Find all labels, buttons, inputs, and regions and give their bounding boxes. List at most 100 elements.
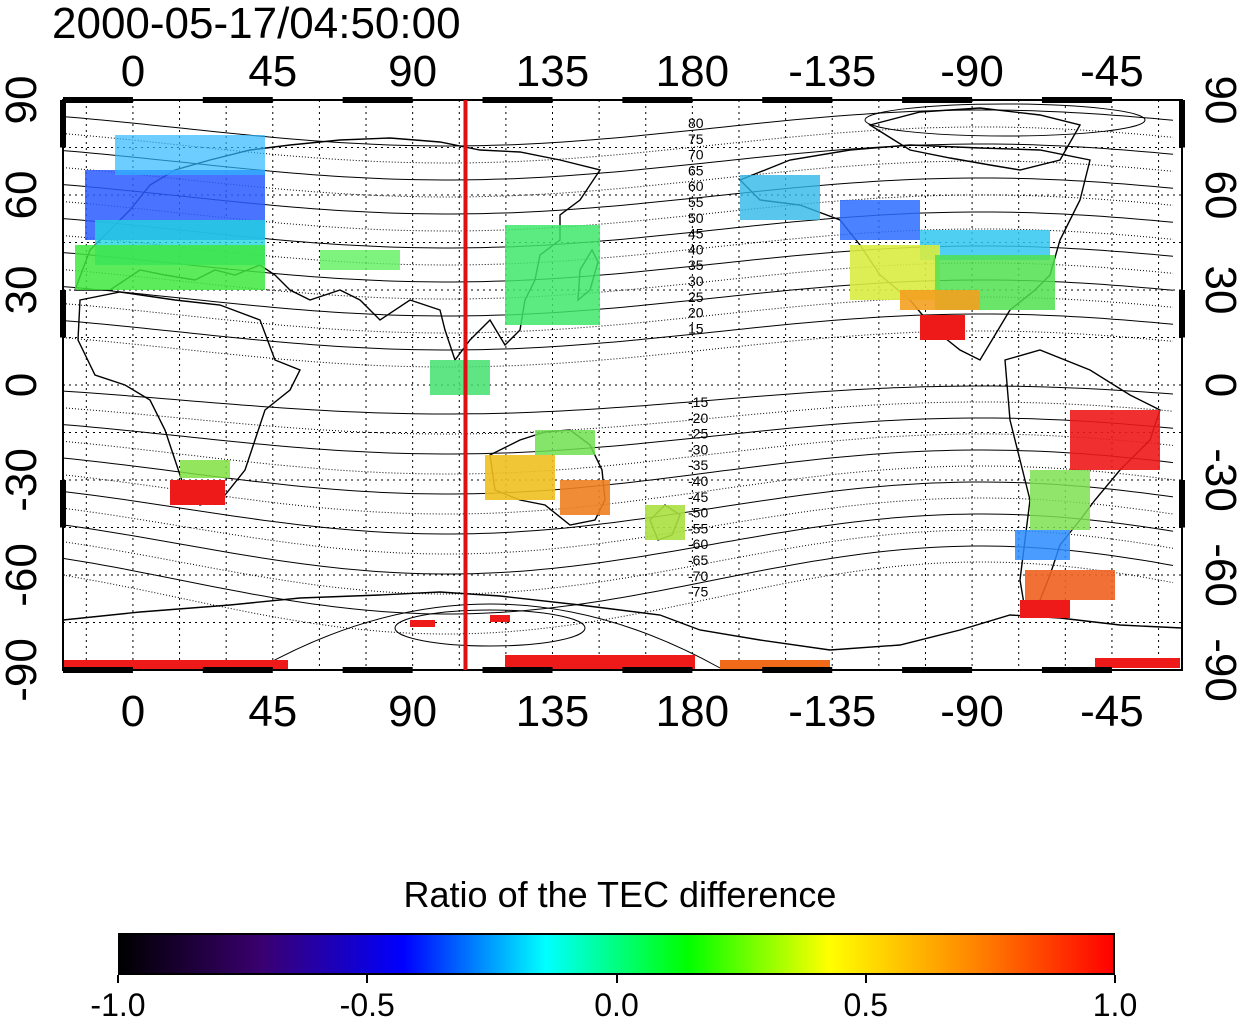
patch-alaska — [740, 175, 820, 220]
patch-brazil-red — [1070, 410, 1160, 470]
patch-canada-blue — [840, 200, 920, 240]
colorbar-title: Ratio of the TEC difference — [403, 874, 837, 915]
contour-label: 40 — [688, 241, 704, 257]
lat-tick-label-right: 90 — [1196, 76, 1240, 125]
lat-tick-label-right: 60 — [1196, 171, 1240, 220]
contour-label: 25 — [688, 289, 704, 305]
lon-tick-label-bottom: -90 — [940, 687, 1004, 736]
lon-tick-label-bottom: 90 — [388, 687, 437, 736]
lat-tick-label-left: 60 — [0, 171, 46, 220]
patch-antarctica-mid — [505, 655, 695, 670]
contour-label: 20 — [688, 305, 704, 321]
patch-usa-orange — [900, 290, 980, 310]
patch-antarctica-far-east — [1095, 658, 1180, 668]
contour-label: -20 — [688, 410, 708, 426]
lat-tick-label-right: -30 — [1196, 448, 1240, 512]
contour-label: 65 — [688, 162, 704, 178]
coastline-antarctica — [63, 591, 1182, 651]
patch-africa-green — [180, 460, 230, 478]
colorbar-tick-label: -0.5 — [339, 987, 395, 1023]
patch-australia-north — [535, 430, 595, 455]
patch-new-zealand — [645, 505, 685, 540]
colorbar-tick-label: 1.0 — [1092, 987, 1138, 1023]
lon-tick-label-top: 135 — [516, 47, 589, 96]
lat-tick-label-left: -60 — [0, 543, 46, 607]
coastline-greenland — [868, 107, 1082, 171]
lon-tick-label-top: -90 — [940, 47, 1004, 96]
lon-tick-label-top: 45 — [248, 47, 297, 96]
world-map-plot: 8075706560555045403530252015-15-20-25-30… — [0, 47, 1240, 736]
lon-tick-label-top: -135 — [788, 47, 876, 96]
contour-label: -75 — [688, 584, 708, 600]
patch-antarctica-east — [720, 660, 830, 670]
patch-australia-south — [560, 480, 610, 515]
lat-tick-label-left: 30 — [0, 266, 46, 315]
patch-scandinavia — [115, 135, 265, 175]
patch-australia-mid — [485, 455, 555, 500]
contour-label: 80 — [688, 115, 704, 131]
contour-label: -30 — [688, 441, 708, 457]
colorbar-tick-label: -1.0 — [90, 987, 146, 1023]
lat-tick-label-left: 90 — [0, 76, 46, 125]
colorbar-tick-label: 0.0 — [594, 987, 639, 1023]
lon-tick-label-bottom: 45 — [248, 687, 297, 736]
contour-label: 50 — [688, 210, 704, 226]
patch-antarctica-coast-red — [410, 620, 435, 627]
colorbar — [118, 933, 1115, 975]
patch-patagonia-orange — [1025, 570, 1115, 600]
patch-argentina-green — [1030, 470, 1090, 530]
contour-label: 45 — [688, 226, 704, 242]
lon-tick-label-top: 90 — [388, 47, 437, 96]
patch-south-africa-red — [170, 480, 225, 505]
tec-data-patches — [63, 135, 1180, 670]
colorbar-tick-mark — [615, 975, 618, 983]
lat-tick-label-left: 0 — [0, 373, 46, 397]
contour-label: 75 — [688, 131, 704, 147]
contour-label: 15 — [688, 320, 704, 336]
colorbar-tick-mark — [366, 975, 369, 983]
contour-label: -15 — [688, 394, 708, 410]
lon-tick-label-bottom: 0 — [121, 687, 145, 736]
colorbar-tick-mark — [864, 975, 867, 983]
patch-east-asia — [505, 225, 600, 325]
lon-tick-label-top: 0 — [121, 47, 145, 96]
lon-tick-label-bottom: -135 — [788, 687, 876, 736]
contour-label: -35 — [688, 457, 708, 473]
lat-tick-label-right: -60 — [1196, 543, 1240, 607]
lat-tick-label-left: -90 — [0, 638, 46, 702]
patch-central-asia — [320, 250, 400, 270]
contour-label: 60 — [688, 178, 704, 194]
patch-antarctica-coast-red2 — [490, 615, 510, 622]
patch-southeast-asia — [430, 360, 490, 395]
coastline-africa — [77, 291, 301, 506]
lat-tick-label-left: -30 — [0, 448, 46, 512]
timestamp-title: 2000-05-17/04:50:00 — [52, 0, 461, 48]
contour-label: -60 — [688, 536, 708, 552]
colorbar-tick-label: 0.5 — [843, 987, 888, 1023]
axes: 0 45 90 135 180 -135 -90 -45 0 45 90 135 180 -135 -90 -… — [0, 47, 1240, 736]
lat-tick-label-right: 0 — [1196, 373, 1240, 397]
contour-label: 30 — [688, 273, 704, 289]
lon-tick-label-top: 180 — [656, 47, 729, 96]
patch-antarctica-west — [63, 660, 288, 670]
lon-tick-label-bottom: 180 — [656, 687, 729, 736]
lat-tick-label-right: -90 — [1196, 638, 1240, 702]
contour-label: -50 — [688, 505, 708, 521]
contour-label: -70 — [688, 568, 708, 584]
patch-europe-green — [75, 245, 265, 290]
contour-label: -65 — [688, 552, 708, 568]
contour-label: -25 — [688, 426, 708, 442]
lon-tick-label-bottom: 135 — [516, 687, 589, 736]
colorbar-tick-mark — [117, 975, 119, 983]
contour-label: -55 — [688, 520, 708, 536]
contour-label: 35 — [688, 257, 704, 273]
contour-label: 70 — [688, 147, 704, 163]
colorbar-tick-mark — [1114, 975, 1116, 983]
patch-chile-blue — [1015, 530, 1070, 560]
contour-label: -40 — [688, 473, 708, 489]
contour-label: -45 — [688, 489, 708, 505]
patch-antarctic-peninsula — [1020, 600, 1070, 618]
patch-mexico-red — [920, 315, 965, 340]
lat-tick-label-right: 30 — [1196, 266, 1240, 315]
